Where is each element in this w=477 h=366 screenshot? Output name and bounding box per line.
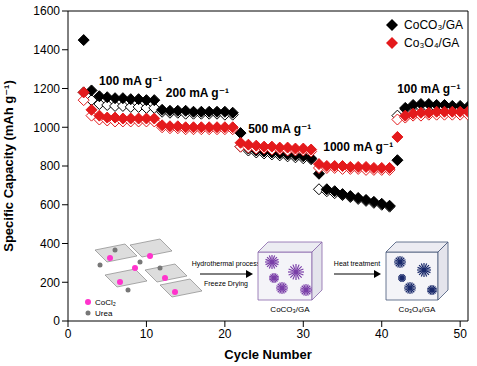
- svg-text:1600: 1600: [33, 4, 60, 18]
- svg-text:200: 200: [40, 276, 60, 290]
- svg-text:Freeze Drying: Freeze Drying: [204, 280, 248, 288]
- svg-text:500 mA g⁻¹: 500 mA g⁻¹: [248, 122, 311, 136]
- html-text:CoCO₃/GA: CoCO₃/GA: [404, 18, 463, 32]
- svg-text:Hydrothermal process: Hydrothermal process: [192, 260, 261, 268]
- svg-text:600: 600: [40, 198, 60, 212]
- svg-text:30: 30: [297, 327, 311, 341]
- html-text:Co₃O₄/GA: Co₃O₄/GA: [404, 36, 460, 50]
- svg-text:800: 800: [40, 159, 60, 173]
- svg-text:0: 0: [65, 327, 72, 341]
- svg-text:Specific Capacity (mAh g⁻¹): Specific Capacity (mAh g⁻¹): [1, 80, 16, 252]
- svg-text:CoCl₂: CoCl₂: [95, 298, 116, 307]
- svg-text:50: 50: [453, 327, 467, 341]
- svg-text:100 mA g⁻¹: 100 mA g⁻¹: [397, 82, 460, 96]
- svg-text:1400: 1400: [33, 43, 60, 57]
- svg-text:Cycle Number: Cycle Number: [224, 347, 311, 362]
- svg-text:200 mA g⁻¹: 200 mA g⁻¹: [166, 86, 229, 100]
- svg-text:Heat treatment: Heat treatment: [334, 260, 380, 267]
- svg-text:Urea: Urea: [95, 309, 113, 318]
- svg-text:40: 40: [375, 327, 389, 341]
- svg-text:Co₃O₄/GA: Co₃O₄/GA: [399, 305, 436, 314]
- svg-text:1200: 1200: [33, 82, 60, 96]
- svg-text:100 mA g⁻¹: 100 mA g⁻¹: [99, 74, 162, 88]
- svg-text:0: 0: [53, 314, 60, 328]
- svg-text:400: 400: [40, 237, 60, 251]
- svg-text:1000 mA g⁻¹: 1000 mA g⁻¹: [323, 140, 393, 154]
- svg-text:10: 10: [140, 327, 154, 341]
- svg-text:CoCO₃/GA: CoCO₃/GA: [270, 305, 310, 314]
- svg-text:1000: 1000: [33, 121, 60, 135]
- svg-text:20: 20: [218, 327, 232, 341]
